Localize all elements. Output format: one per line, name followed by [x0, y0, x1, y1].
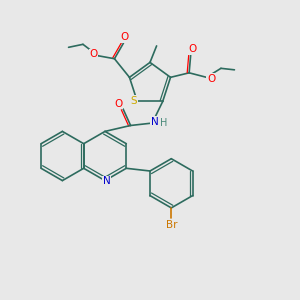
Text: H: H	[160, 118, 167, 128]
Text: O: O	[207, 74, 215, 84]
Text: Br: Br	[166, 220, 177, 230]
Text: S: S	[130, 96, 137, 106]
Text: O: O	[115, 99, 123, 109]
Text: N: N	[151, 117, 158, 127]
Text: N: N	[103, 176, 110, 186]
Text: O: O	[188, 44, 196, 54]
Text: O: O	[89, 49, 98, 59]
Text: O: O	[120, 32, 128, 42]
